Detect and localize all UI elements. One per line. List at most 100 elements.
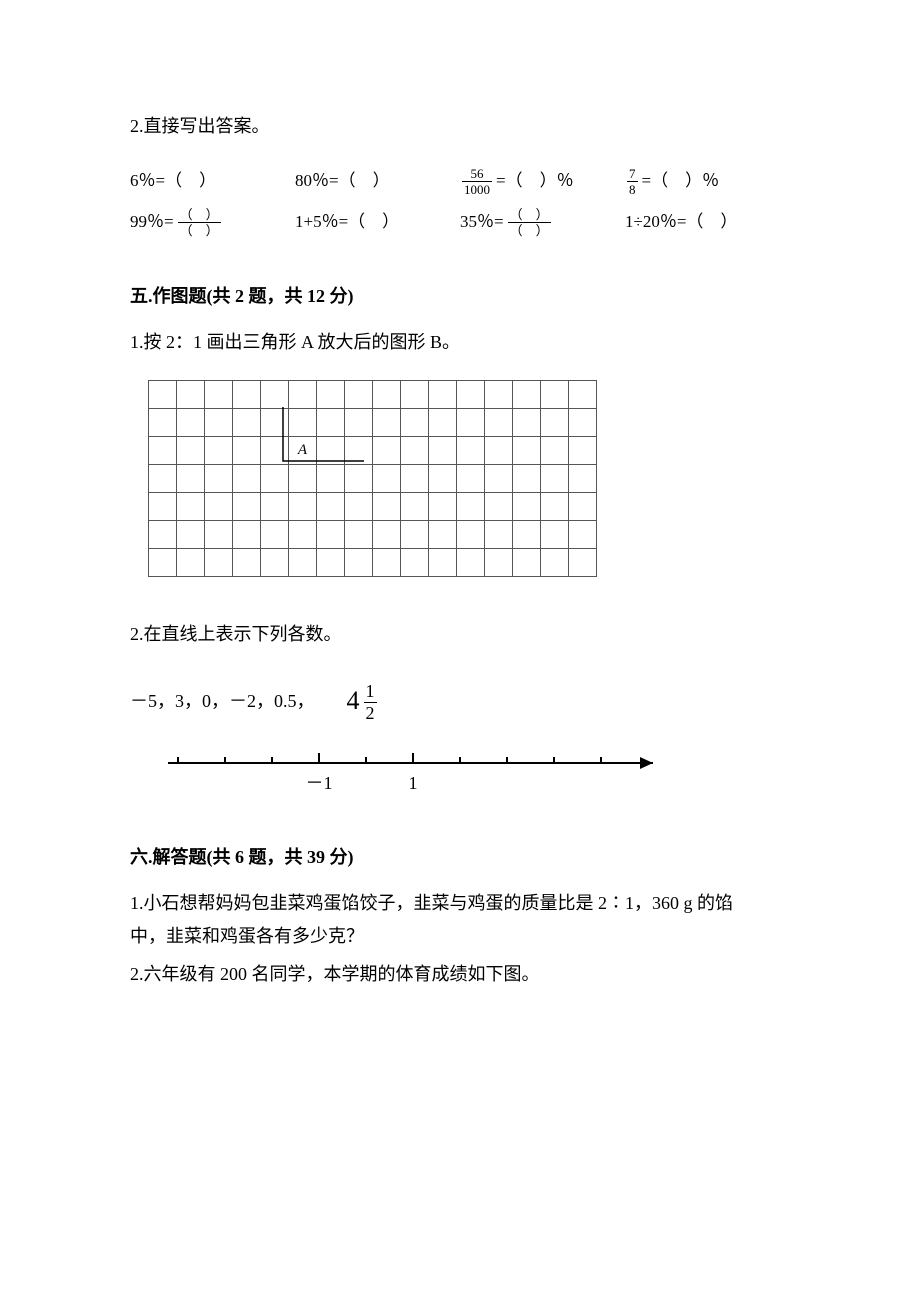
grid-cell [373, 409, 401, 437]
equation-row-2: 99％= （ ） （ ） 1+5％=（ ） 35％= （ ） （ ） 1÷20％… [130, 207, 790, 238]
grid-cell [261, 409, 289, 437]
grid-cell [569, 465, 597, 493]
grid-cell [429, 549, 457, 577]
eq-r1-c3: 56 1000 =（ ）％ [460, 166, 625, 197]
grid-cell [289, 465, 317, 493]
grid-cell [457, 437, 485, 465]
grid-cell [345, 549, 373, 577]
grid-cell [485, 493, 513, 521]
grid-cell [429, 437, 457, 465]
grid-cell [541, 493, 569, 521]
section-6-heading: 六.解答题(共 6 题，共 39 分) [130, 841, 790, 873]
grid-cell [205, 521, 233, 549]
eq-text: =（ ）％ [496, 166, 574, 197]
grid-cell [401, 521, 429, 549]
grid-cell [233, 381, 261, 409]
number-line-figure: －11 [148, 749, 790, 799]
grid-cell [205, 465, 233, 493]
grid-cell [261, 437, 289, 465]
s6-q1-line2: 中，韭菜和鸡蛋各有多少克？ [130, 920, 790, 952]
grid-cell [541, 437, 569, 465]
grid-cell [457, 493, 485, 521]
fraction-numerator: （ ） [508, 208, 551, 222]
grid-cell [541, 381, 569, 409]
grid-cell [345, 409, 373, 437]
grid-cell [233, 521, 261, 549]
grid-cell [261, 521, 289, 549]
s6-q2-text: 2.六年级有 200 名同学，本学期的体育成绩如下图。 [130, 958, 790, 990]
grid-cell [401, 465, 429, 493]
eq-text: 6％=（ ） [130, 166, 216, 197]
fraction-numerator: 1 [364, 682, 377, 702]
grid-cell [541, 521, 569, 549]
fraction-denominator: 8 [627, 181, 638, 196]
grid-cell [429, 465, 457, 493]
eq-r1-c1: 6％=（ ） [130, 166, 295, 197]
grid-cell [485, 437, 513, 465]
fraction-denominator: （ ） [508, 222, 551, 237]
grid-cell [233, 465, 261, 493]
fraction: 56 1000 [462, 167, 492, 196]
eq-text: 1+5％=（ ） [295, 207, 399, 238]
grid-cell [429, 493, 457, 521]
grid-cell [261, 493, 289, 521]
grid-cell [261, 381, 289, 409]
grid-cell [569, 437, 597, 465]
grid-cell [569, 549, 597, 577]
grid-cell [513, 549, 541, 577]
grid-cell [261, 465, 289, 493]
grid-cell [345, 437, 373, 465]
grid-figure: A [148, 380, 790, 587]
eq-r2-c2: 1+5％=（ ） [295, 207, 460, 238]
grid-cell: A [289, 437, 317, 465]
eq-r1-c2: 80％=（ ） [295, 166, 460, 197]
grid-cell [177, 549, 205, 577]
grid-cell [429, 409, 457, 437]
grid-cell [457, 381, 485, 409]
grid-cell [457, 409, 485, 437]
grid-cell [513, 437, 541, 465]
eq-text: 99％= [130, 207, 174, 238]
grid-cell [177, 409, 205, 437]
grid-cell [373, 493, 401, 521]
grid-cell [485, 521, 513, 549]
grid-cell [485, 381, 513, 409]
grid-cell [177, 381, 205, 409]
grid-cell [345, 493, 373, 521]
grid-cell [261, 549, 289, 577]
grid-cell [317, 465, 345, 493]
eq-text: 35％= [460, 207, 504, 238]
grid-cell [569, 493, 597, 521]
grid-cell [345, 465, 373, 493]
fraction-denominator: 2 [364, 702, 377, 722]
fraction-numerator: （ ） [178, 208, 221, 222]
grid-cell [401, 437, 429, 465]
eq-r1-c4: 7 8 =（ ）％ [625, 166, 790, 197]
eq-text: 80％=（ ） [295, 166, 390, 197]
grid-cell [205, 549, 233, 577]
grid-cell [569, 521, 597, 549]
grid-cell [149, 465, 177, 493]
question-2-label: 2.直接写出答案。 [130, 110, 790, 142]
grid-cell [513, 409, 541, 437]
grid-cell [289, 409, 317, 437]
grid-cell [289, 381, 317, 409]
grid-cell [177, 493, 205, 521]
grid-cell [205, 381, 233, 409]
grid-cell [233, 549, 261, 577]
grid-cell [149, 521, 177, 549]
mixed-whole: 4 [347, 678, 360, 725]
grid-cell [373, 549, 401, 577]
grid-cell [401, 409, 429, 437]
eq-text: =（ ）％ [642, 166, 720, 197]
grid-cell [457, 465, 485, 493]
grid-cell [541, 465, 569, 493]
fraction-blank: （ ） （ ） [178, 208, 221, 237]
grid-cell [457, 549, 485, 577]
grid-cell [569, 409, 597, 437]
equation-row-1: 6％=（ ） 80％=（ ） 56 1000 =（ ）％ 7 8 =（ ）％ [130, 166, 790, 197]
number-list: －5，3，0，－2，0.5， 4 1 2 [130, 678, 790, 725]
grid-cell [513, 521, 541, 549]
grid-cell [345, 381, 373, 409]
grid-cell [317, 409, 345, 437]
